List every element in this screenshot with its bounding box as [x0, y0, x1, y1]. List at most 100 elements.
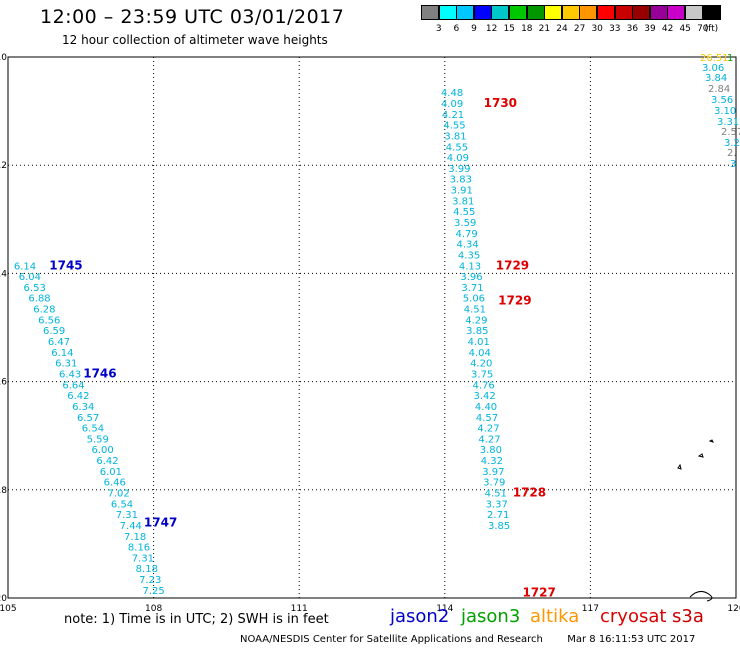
- wave-height-value: 4.40: [475, 402, 497, 413]
- wave-height-value: 7.02: [108, 489, 130, 500]
- scale-swatch: [561, 5, 580, 20]
- edge-wave-value: 3.10: [714, 106, 736, 117]
- wave-height-value: 6.59: [43, 326, 65, 337]
- pass-time-label: 1727: [522, 586, 555, 600]
- wave-height-value: 5.06: [463, 294, 485, 305]
- scale-label: 42: [661, 24, 674, 34]
- x-tick-label: 108: [145, 604, 162, 614]
- scale-swatch: [614, 5, 633, 20]
- wave-height-value: 4.55: [443, 121, 465, 132]
- map-frame: [7, 56, 737, 599]
- wave-height-value: 6.43: [59, 369, 81, 380]
- edge-wave-value: 26.51: [700, 53, 729, 64]
- wave-height-value: 3.81: [444, 131, 466, 142]
- wave-height-value: 6.00: [92, 445, 114, 456]
- edge-wave-value: 2.57: [721, 127, 740, 138]
- wave-height-value: 4.51: [485, 489, 507, 500]
- wave-height-value: 3.59: [454, 218, 476, 229]
- wave-height-value: 7.25: [142, 586, 164, 597]
- scale-label: 70: [697, 24, 709, 34]
- edge-wave-value: 3.2: [724, 138, 740, 149]
- scale-swatch: [473, 5, 492, 20]
- scale-label: 3: [435, 24, 442, 34]
- edge-wave-value: 3.06: [702, 63, 724, 74]
- y-tick-label: -16: [0, 378, 7, 388]
- wave-height-value: 3.81: [452, 196, 474, 207]
- wave-height-value: 3.80: [480, 445, 502, 456]
- wave-height-value: 7.23: [139, 575, 161, 586]
- footer-timestamp: Mar 8 16:11:53 UTC 2017: [567, 634, 696, 645]
- wave-height-value: 6.31: [55, 359, 77, 370]
- scale-label: 30: [591, 24, 603, 34]
- wave-height-value: 4.76: [472, 380, 494, 391]
- pass-time-label: 1729: [498, 293, 531, 307]
- pass-time-label: 1728: [513, 486, 546, 500]
- footer-credit: NOAA/NESDIS Center for Satellite Applica…: [240, 634, 695, 645]
- wave-height-value: 6.42: [96, 456, 118, 467]
- scale-label: 9: [471, 24, 477, 34]
- wave-height-value: 7.44: [120, 521, 142, 532]
- scale-swatch: [685, 5, 703, 20]
- wave-height-value: 3.85: [488, 521, 510, 532]
- wave-height-value: 2.71: [487, 510, 509, 521]
- note-text: note: 1) Time is in UTC; 2) SWH is in fe…: [64, 612, 329, 627]
- island-shape: [677, 463, 682, 470]
- wave-height-value: 6.57: [77, 413, 99, 424]
- wave-height-value: 6.64: [62, 380, 84, 391]
- y-tick-label: -10: [0, 53, 7, 63]
- scale-label: 24: [556, 24, 568, 34]
- scale-label: 6: [453, 24, 460, 34]
- legend-jason2: jason2: [390, 606, 450, 627]
- wave-height-value: 4.57: [476, 413, 498, 424]
- y-tick-label: -18: [0, 486, 7, 496]
- edge-wave-value: 2.: [727, 148, 737, 159]
- edge-wave-value: 3: [730, 159, 736, 170]
- wave-height-value: 4.35: [458, 250, 480, 261]
- wave-height-value: 4.01: [468, 337, 490, 348]
- scale-label: 21: [538, 24, 551, 34]
- wave-height-value: 4.21: [442, 110, 464, 121]
- wave-height-value: 6.01: [100, 467, 122, 478]
- wave-height-value: 6.34: [72, 402, 94, 413]
- wave-height-value: 3.42: [473, 391, 495, 402]
- wave-height-value: 6.14: [14, 261, 36, 272]
- wave-height-value: 4.29: [465, 315, 487, 326]
- island-shape: [697, 453, 704, 458]
- wave-height-value: 6.42: [67, 391, 89, 402]
- wave-height-value: 4.55: [453, 207, 475, 218]
- wave-height-value: 6.28: [33, 305, 55, 316]
- wave-height-value: 4.04: [469, 348, 491, 359]
- wave-height-value: 4.20: [470, 359, 492, 370]
- wave-height-value: 3.99: [448, 164, 470, 175]
- scale-swatch: [491, 5, 510, 20]
- wave-height-value: 7.31: [132, 553, 154, 564]
- wave-height-value: 4.79: [456, 229, 478, 240]
- x-tick-label: 120: [727, 604, 740, 614]
- edge-wave-value: 2.84: [708, 84, 730, 95]
- scale-label: 36: [626, 24, 639, 34]
- scale-swatch: [509, 5, 527, 20]
- wave-height-value: 6.14: [51, 348, 73, 359]
- edge-wave-value: 3.56: [711, 95, 733, 106]
- wave-height-value: 3.79: [483, 478, 505, 489]
- pass-time-label: 1729: [496, 258, 529, 272]
- pass-time-label: 1745: [49, 258, 82, 272]
- y-tick-label: -12: [0, 161, 7, 171]
- scale-label: 33: [609, 24, 621, 34]
- x-tick-label: 114: [436, 604, 453, 614]
- wave-height-value: 3.96: [460, 272, 482, 283]
- edge-wave-value: 3.84: [705, 73, 727, 84]
- wave-height-value: 4.51: [464, 305, 486, 316]
- scale-swatch: [649, 5, 668, 20]
- scale-label: 39: [644, 24, 656, 34]
- scale-swatch: [421, 5, 439, 20]
- wave-height-value: 3.37: [486, 499, 508, 510]
- scale-label: 27: [573, 24, 586, 34]
- wave-height-value: 6.46: [104, 478, 126, 489]
- scale-label: 12: [485, 24, 498, 34]
- wave-height-value: 6.56: [38, 315, 60, 326]
- wave-height-value: 4.13: [459, 261, 481, 272]
- pass-time-label: 1730: [484, 96, 517, 110]
- y-tick-label: -20: [0, 594, 7, 604]
